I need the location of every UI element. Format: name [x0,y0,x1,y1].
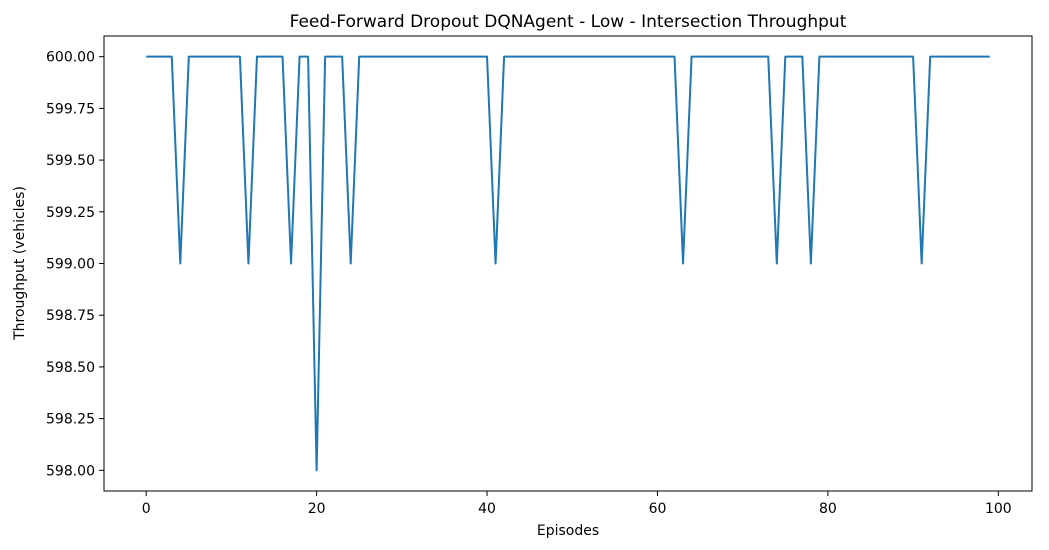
y-tick-label: 599.25 [46,205,95,221]
x-tick-label: 80 [819,501,837,517]
y-tick-label: 598.50 [46,360,95,376]
x-tick-label: 60 [649,501,667,517]
y-tick-label: 599.75 [46,101,95,117]
x-axis: 0 20 40 60 80 100 [142,491,1012,517]
x-tick-label: 20 [308,501,326,517]
y-tick-label: 598.00 [46,463,95,479]
y-axis-label: Throughput (vehicles) [12,186,28,341]
y-axis: 598.00 598.25 598.50 598.75 599.00 599.25 599.… [46,50,104,479]
chart-title: Feed-Forward Dropout DQNAgent - Low - In… [290,12,847,32]
x-tick-label: 100 [985,501,1012,517]
y-tick-label: 600.00 [46,50,95,66]
y-tick-label: 598.75 [46,308,95,324]
y-tick-label: 599.50 [46,153,95,169]
x-tick-label: 40 [478,501,496,517]
y-tick-label: 599.00 [46,257,95,273]
plot-area [146,55,990,472]
x-tick-label: 0 [142,501,151,517]
plot-frame [103,35,1033,492]
y-tick-label: 598.25 [46,412,95,428]
x-axis-label: Episodes [537,523,599,539]
series-line [146,55,990,472]
